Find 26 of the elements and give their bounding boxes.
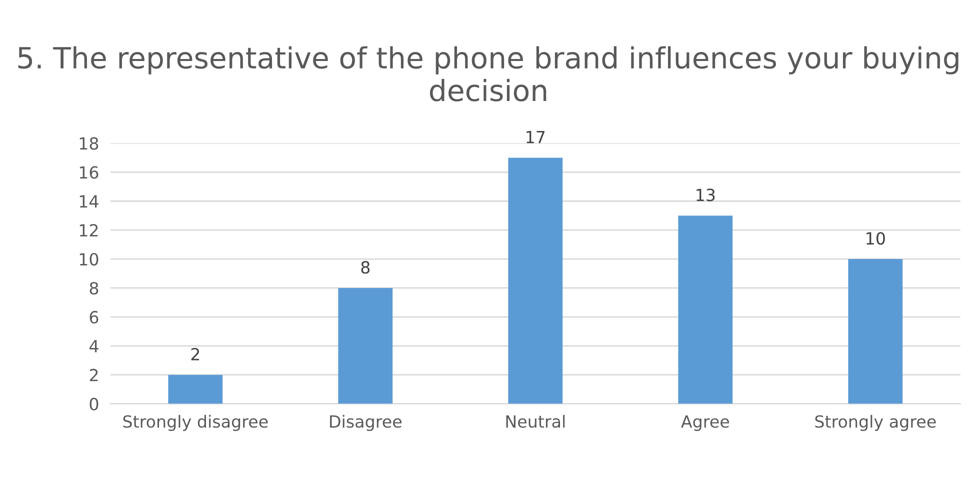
bar xyxy=(508,158,563,404)
x-tick-label: Strongly agree xyxy=(815,414,936,432)
data-label: 10 xyxy=(866,232,885,245)
data-label: 13 xyxy=(696,188,715,202)
y-tick-label: 0 xyxy=(90,398,98,410)
y-tick-label: 6 xyxy=(90,310,98,324)
bar xyxy=(338,288,393,404)
y-tick-label: 10 xyxy=(80,252,98,266)
y-tick-label: 12 xyxy=(80,224,98,236)
y-tick-label: 2 xyxy=(90,368,98,382)
chart-title: 5. The representative of the phone brand influences your buying decision xyxy=(18,46,958,102)
bar xyxy=(848,259,903,404)
y-tick-label: 14 xyxy=(80,195,98,208)
x-tick-label: Disagree xyxy=(330,414,402,432)
y-tick-label: 18 xyxy=(80,137,98,150)
y-tick-label: 4 xyxy=(90,340,98,352)
x-tick-label: Strongly disagree xyxy=(123,414,268,432)
x-tick-label: Agree xyxy=(681,415,729,432)
bar xyxy=(168,374,223,404)
data-label: 8 xyxy=(361,261,370,274)
bar xyxy=(678,216,733,404)
y-tick-label: 16 xyxy=(80,166,98,179)
data-label: 17 xyxy=(526,130,545,144)
data-label: 2 xyxy=(191,348,200,360)
y-tick-label: 8 xyxy=(90,282,98,295)
x-tick-label: Neutral xyxy=(506,414,565,428)
